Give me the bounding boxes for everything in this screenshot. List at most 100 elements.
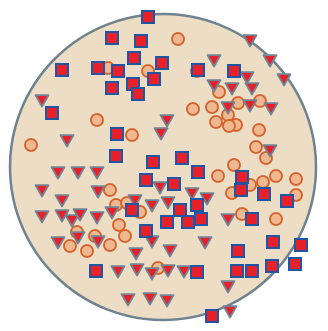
square-marker bbox=[155, 56, 169, 70]
square-marker bbox=[235, 170, 249, 184]
triangle-marker bbox=[206, 54, 222, 68]
triangle-marker bbox=[142, 292, 158, 306]
triangle-marker bbox=[263, 102, 279, 116]
triangle-marker bbox=[50, 236, 66, 250]
circular-boundary bbox=[8, 12, 318, 322]
triangle-marker bbox=[72, 208, 88, 222]
triangle-marker bbox=[159, 114, 175, 128]
circle-marker bbox=[222, 119, 236, 133]
square-marker bbox=[139, 224, 153, 238]
square-marker bbox=[105, 81, 119, 95]
circle-marker bbox=[80, 244, 94, 258]
triangle-marker bbox=[110, 265, 126, 279]
circle-marker bbox=[249, 140, 263, 154]
square-marker bbox=[190, 265, 204, 279]
square-marker bbox=[105, 31, 119, 45]
triangle-marker bbox=[70, 166, 86, 180]
circle-marker bbox=[269, 212, 283, 226]
triangle-marker bbox=[176, 265, 192, 279]
square-marker bbox=[45, 106, 59, 120]
square-marker bbox=[257, 187, 271, 201]
triangle-marker bbox=[89, 166, 105, 180]
triangle-marker bbox=[242, 34, 258, 48]
square-marker bbox=[181, 215, 195, 229]
square-marker bbox=[227, 64, 241, 78]
triangle-marker bbox=[59, 134, 75, 148]
square-marker bbox=[190, 198, 204, 212]
triangle-marker bbox=[262, 144, 278, 158]
square-marker bbox=[288, 257, 302, 271]
triangle-marker bbox=[127, 194, 143, 208]
square-marker bbox=[55, 63, 69, 77]
circle-marker bbox=[63, 239, 77, 253]
triangle-marker bbox=[144, 199, 160, 213]
triangle-markers bbox=[34, 34, 292, 319]
triangle-marker bbox=[244, 82, 260, 96]
triangle-marker bbox=[220, 280, 236, 294]
triangle-marker bbox=[184, 187, 200, 201]
circle-marker bbox=[209, 115, 223, 129]
triangle-marker bbox=[222, 305, 238, 319]
triangle-marker bbox=[64, 214, 80, 228]
circle-marker bbox=[125, 128, 139, 142]
square-markers bbox=[45, 10, 308, 323]
circle-marker bbox=[227, 158, 241, 172]
circle-marker bbox=[103, 238, 117, 252]
triangle-marker bbox=[159, 294, 175, 308]
triangle-marker bbox=[34, 94, 50, 108]
square-marker bbox=[134, 34, 148, 48]
triangle-marker bbox=[144, 267, 160, 281]
triangle-marker bbox=[90, 235, 106, 249]
circle-marker bbox=[269, 169, 283, 183]
triangle-marker bbox=[160, 264, 176, 278]
triangle-marker bbox=[220, 213, 236, 227]
triangle-marker bbox=[224, 82, 240, 96]
triangle-marker bbox=[104, 206, 120, 220]
square-marker bbox=[191, 63, 205, 77]
square-marker bbox=[125, 203, 139, 217]
square-marker bbox=[191, 165, 205, 179]
square-marker bbox=[110, 127, 124, 141]
triangle-marker bbox=[129, 263, 145, 277]
circle-marker bbox=[90, 113, 104, 127]
circle-marker bbox=[256, 175, 270, 189]
triangle-marker bbox=[206, 79, 222, 93]
square-marker bbox=[89, 264, 103, 278]
triangle-marker bbox=[34, 184, 50, 198]
triangle-marker bbox=[197, 236, 213, 250]
square-marker bbox=[147, 72, 161, 86]
circle-marker bbox=[205, 100, 219, 114]
square-marker bbox=[131, 87, 145, 101]
square-marker bbox=[91, 61, 105, 75]
circle-marker bbox=[186, 102, 200, 116]
triangle-marker bbox=[262, 54, 278, 68]
circle-marker bbox=[24, 138, 38, 152]
square-marker bbox=[205, 309, 219, 323]
triangle-marker bbox=[162, 244, 178, 258]
square-marker bbox=[280, 194, 294, 208]
triangle-marker bbox=[153, 127, 169, 141]
triangle-marker bbox=[90, 185, 106, 199]
triangle-marker bbox=[160, 196, 176, 210]
circle-marker bbox=[171, 32, 185, 46]
square-marker bbox=[160, 215, 174, 229]
square-marker bbox=[146, 155, 160, 169]
triangle-marker bbox=[54, 194, 70, 208]
circle-marker bbox=[112, 218, 126, 232]
square-marker bbox=[266, 235, 280, 249]
square-marker bbox=[245, 212, 259, 226]
circle-marker bbox=[211, 169, 225, 183]
triangle-marker bbox=[89, 211, 105, 225]
square-marker bbox=[230, 264, 244, 278]
square-marker bbox=[139, 173, 153, 187]
square-marker bbox=[141, 10, 155, 24]
circle-marker bbox=[289, 172, 303, 186]
triangle-marker bbox=[50, 166, 66, 180]
square-marker bbox=[231, 244, 245, 258]
square-marker bbox=[265, 259, 279, 273]
square-marker bbox=[194, 212, 208, 226]
triangle-marker bbox=[276, 73, 292, 87]
square-marker bbox=[175, 151, 189, 165]
